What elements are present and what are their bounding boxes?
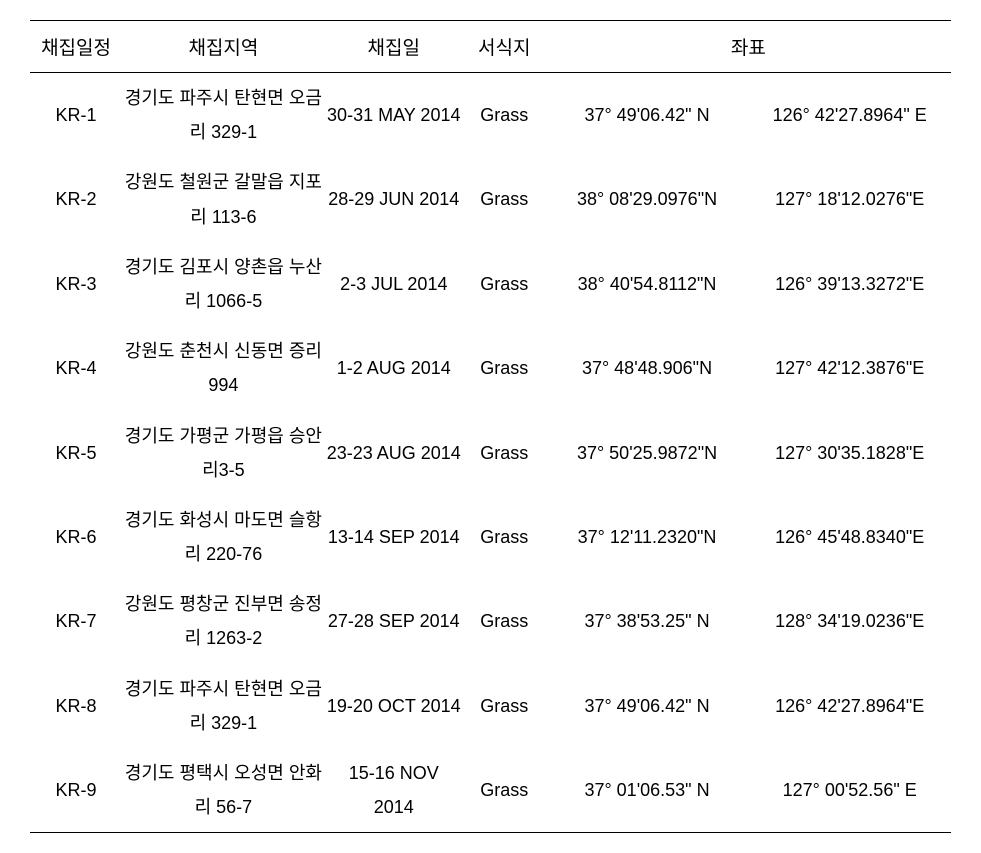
- header-coordinates: 좌표: [546, 21, 951, 73]
- cell-code: KR-7: [30, 579, 122, 663]
- cell-location: 경기도 평택시 오성면 안화리 56-7: [122, 748, 325, 833]
- header-habitat: 서식지: [463, 21, 546, 73]
- cell-date: 27-28 SEP 2014: [325, 579, 463, 663]
- cell-date: 15-16 NOV 2014: [325, 748, 463, 833]
- cell-latitude: 37° 48'48.906"N: [546, 326, 749, 410]
- table-row: KR-1경기도 파주시 탄현면 오금리 329-130-31 MAY 2014G…: [30, 73, 951, 158]
- cell-habitat: Grass: [463, 157, 546, 241]
- cell-code: KR-8: [30, 664, 122, 748]
- cell-longitude: 126° 42'27.8964" E: [748, 73, 951, 158]
- cell-habitat: Grass: [463, 664, 546, 748]
- cell-latitude: 37° 49'06.42" N: [546, 664, 749, 748]
- cell-longitude: 126° 42'27.8964"E: [748, 664, 951, 748]
- cell-date: 13-14 SEP 2014: [325, 495, 463, 579]
- cell-code: KR-5: [30, 411, 122, 495]
- header-code: 채집일정: [30, 21, 122, 73]
- table-body: KR-1경기도 파주시 탄현면 오금리 329-130-31 MAY 2014G…: [30, 73, 951, 833]
- cell-date: 1-2 AUG 2014: [325, 326, 463, 410]
- header-location: 채집지역: [122, 21, 325, 73]
- cell-code: KR-4: [30, 326, 122, 410]
- cell-code: KR-6: [30, 495, 122, 579]
- cell-habitat: Grass: [463, 326, 546, 410]
- table-row: KR-4강원도 춘천시 신동면 증리 9941-2 AUG 2014Grass3…: [30, 326, 951, 410]
- cell-latitude: 37° 12'11.2320"N: [546, 495, 749, 579]
- table-row: KR-7강원도 평창군 진부면 송정리 1263-227-28 SEP 2014…: [30, 579, 951, 663]
- cell-location: 강원도 춘천시 신동면 증리 994: [122, 326, 325, 410]
- cell-date: 23-23 AUG 2014: [325, 411, 463, 495]
- cell-code: KR-3: [30, 242, 122, 326]
- cell-habitat: Grass: [463, 242, 546, 326]
- cell-habitat: Grass: [463, 748, 546, 833]
- cell-longitude: 127° 42'12.3876"E: [748, 326, 951, 410]
- cell-habitat: Grass: [463, 579, 546, 663]
- cell-latitude: 37° 50'25.9872"N: [546, 411, 749, 495]
- cell-location: 경기도 가평군 가평읍 승안리3-5: [122, 411, 325, 495]
- cell-latitude: 38° 40'54.8112"N: [546, 242, 749, 326]
- cell-latitude: 37° 49'06.42" N: [546, 73, 749, 158]
- cell-code: KR-2: [30, 157, 122, 241]
- cell-location: 경기도 화성시 마도면 슬항리 220-76: [122, 495, 325, 579]
- cell-longitude: 127° 00'52.56" E: [748, 748, 951, 833]
- cell-code: KR-9: [30, 748, 122, 833]
- cell-latitude: 38° 08'29.0976"N: [546, 157, 749, 241]
- cell-habitat: Grass: [463, 73, 546, 158]
- cell-location: 경기도 김포시 양촌읍 누산리 1066-5: [122, 242, 325, 326]
- cell-habitat: Grass: [463, 495, 546, 579]
- cell-latitude: 37° 38'53.25" N: [546, 579, 749, 663]
- table-row: KR-5경기도 가평군 가평읍 승안리3-523-23 AUG 2014Gras…: [30, 411, 951, 495]
- table-row: KR-2강원도 철원군 갈말읍 지포리 113-628-29 JUN 2014G…: [30, 157, 951, 241]
- cell-date: 19-20 OCT 2014: [325, 664, 463, 748]
- table-row: KR-3경기도 김포시 양촌읍 누산리 1066-52-3 JUL 2014Gr…: [30, 242, 951, 326]
- table-row: KR-8경기도 파주시 탄현면 오금리 329-119-20 OCT 2014G…: [30, 664, 951, 748]
- cell-date: 30-31 MAY 2014: [325, 73, 463, 158]
- collection-data-table: 채집일정 채집지역 채집일 서식지 좌표 KR-1경기도 파주시 탄현면 오금리…: [30, 20, 951, 833]
- cell-date: 2-3 JUL 2014: [325, 242, 463, 326]
- header-date: 채집일: [325, 21, 463, 73]
- cell-latitude: 37° 01'06.53" N: [546, 748, 749, 833]
- cell-location: 강원도 평창군 진부면 송정리 1263-2: [122, 579, 325, 663]
- table-header: 채집일정 채집지역 채집일 서식지 좌표: [30, 21, 951, 73]
- cell-longitude: 127° 18'12.0276"E: [748, 157, 951, 241]
- cell-longitude: 127° 30'35.1828"E: [748, 411, 951, 495]
- cell-habitat: Grass: [463, 411, 546, 495]
- cell-location: 경기도 파주시 탄현면 오금리 329-1: [122, 664, 325, 748]
- table-row: KR-9경기도 평택시 오성면 안화리 56-715-16 NOV 2014Gr…: [30, 748, 951, 833]
- cell-location: 경기도 파주시 탄현면 오금리 329-1: [122, 73, 325, 158]
- cell-date: 28-29 JUN 2014: [325, 157, 463, 241]
- cell-longitude: 128° 34'19.0236"E: [748, 579, 951, 663]
- cell-longitude: 126° 39'13.3272"E: [748, 242, 951, 326]
- cell-longitude: 126° 45'48.8340"E: [748, 495, 951, 579]
- table-row: KR-6경기도 화성시 마도면 슬항리 220-7613-14 SEP 2014…: [30, 495, 951, 579]
- cell-location: 강원도 철원군 갈말읍 지포리 113-6: [122, 157, 325, 241]
- cell-code: KR-1: [30, 73, 122, 158]
